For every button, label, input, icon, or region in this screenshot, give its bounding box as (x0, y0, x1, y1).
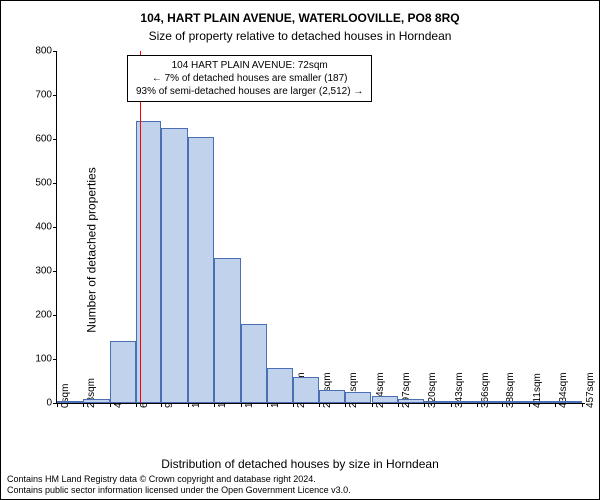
histogram-bar (451, 401, 477, 403)
xtick-mark (161, 403, 162, 407)
xtick-mark (345, 403, 346, 407)
info-box: 104 HART PLAIN AVENUE: 72sqm ← 7% of det… (127, 55, 372, 102)
histogram-bar (188, 137, 214, 403)
ytick-label: 400 (35, 222, 57, 233)
xtick-mark (267, 403, 268, 407)
histogram-bar (345, 392, 371, 403)
histogram-bar (267, 368, 293, 403)
histogram-bar (555, 401, 581, 403)
histogram-bar (110, 341, 136, 403)
xtick-mark (451, 403, 452, 407)
plot-area: 104 HART PLAIN AVENUE: 72sqm ← 7% of det… (56, 51, 585, 404)
xtick-mark (83, 403, 84, 407)
ytick-label: 0 (46, 398, 57, 409)
histogram-bar (161, 128, 187, 403)
chart-container: 104, HART PLAIN AVENUE, WATERLOOVILLE, P… (0, 0, 600, 500)
xtick-mark (477, 403, 478, 407)
chart-title-subtitle: Size of property relative to detached ho… (1, 29, 599, 43)
ytick-label: 800 (35, 46, 57, 57)
xtick-label: 457sqm (585, 372, 596, 408)
histogram-bar (477, 401, 502, 403)
ytick-label: 600 (35, 134, 57, 145)
xtick-label: 0sqm (60, 384, 71, 408)
xtick-mark (214, 403, 215, 407)
xtick-label: 23sqm (86, 378, 97, 408)
ytick-label: 200 (35, 310, 57, 321)
histogram-bar (214, 258, 240, 403)
attribution-line2: Contains public sector information licen… (7, 485, 351, 495)
histogram-bar (293, 377, 318, 403)
histogram-bar (319, 390, 345, 403)
histogram-bar (83, 399, 109, 403)
attribution-line1: Contains HM Land Registry data © Crown c… (7, 474, 351, 484)
xtick-mark (372, 403, 373, 407)
ytick-label: 100 (35, 354, 57, 365)
xtick-mark (582, 403, 583, 407)
xtick-mark (110, 403, 111, 407)
xtick-mark (424, 403, 425, 407)
xtick-mark (188, 403, 189, 407)
ytick-label: 300 (35, 266, 57, 277)
ytick-label: 700 (35, 90, 57, 101)
xtick-mark (293, 403, 294, 407)
reference-line (140, 51, 142, 403)
histogram-bar (398, 399, 424, 403)
xtick-mark (529, 403, 530, 407)
xtick-mark (319, 403, 320, 407)
ytick-label: 500 (35, 178, 57, 189)
xtick-mark (241, 403, 242, 407)
xtick-mark (502, 403, 503, 407)
histogram-bar (424, 401, 450, 403)
histogram-bar (529, 401, 555, 403)
info-line2: ← 7% of detached houses are smaller (187… (136, 72, 363, 85)
histogram-bar (241, 324, 267, 403)
x-axis-label: Distribution of detached houses by size … (1, 457, 599, 471)
xtick-mark (555, 403, 556, 407)
chart-title-address: 104, HART PLAIN AVENUE, WATERLOOVILLE, P… (1, 11, 599, 25)
info-line1: 104 HART PLAIN AVENUE: 72sqm (136, 59, 363, 72)
xtick-mark (136, 403, 137, 407)
attribution-text: Contains HM Land Registry data © Crown c… (7, 474, 351, 495)
info-line3: 93% of semi-detached houses are larger (… (136, 85, 363, 98)
xtick-mark (57, 403, 58, 407)
histogram-bar (57, 401, 83, 403)
histogram-bar (372, 396, 398, 403)
xtick-mark (398, 403, 399, 407)
histogram-bar (502, 401, 528, 403)
